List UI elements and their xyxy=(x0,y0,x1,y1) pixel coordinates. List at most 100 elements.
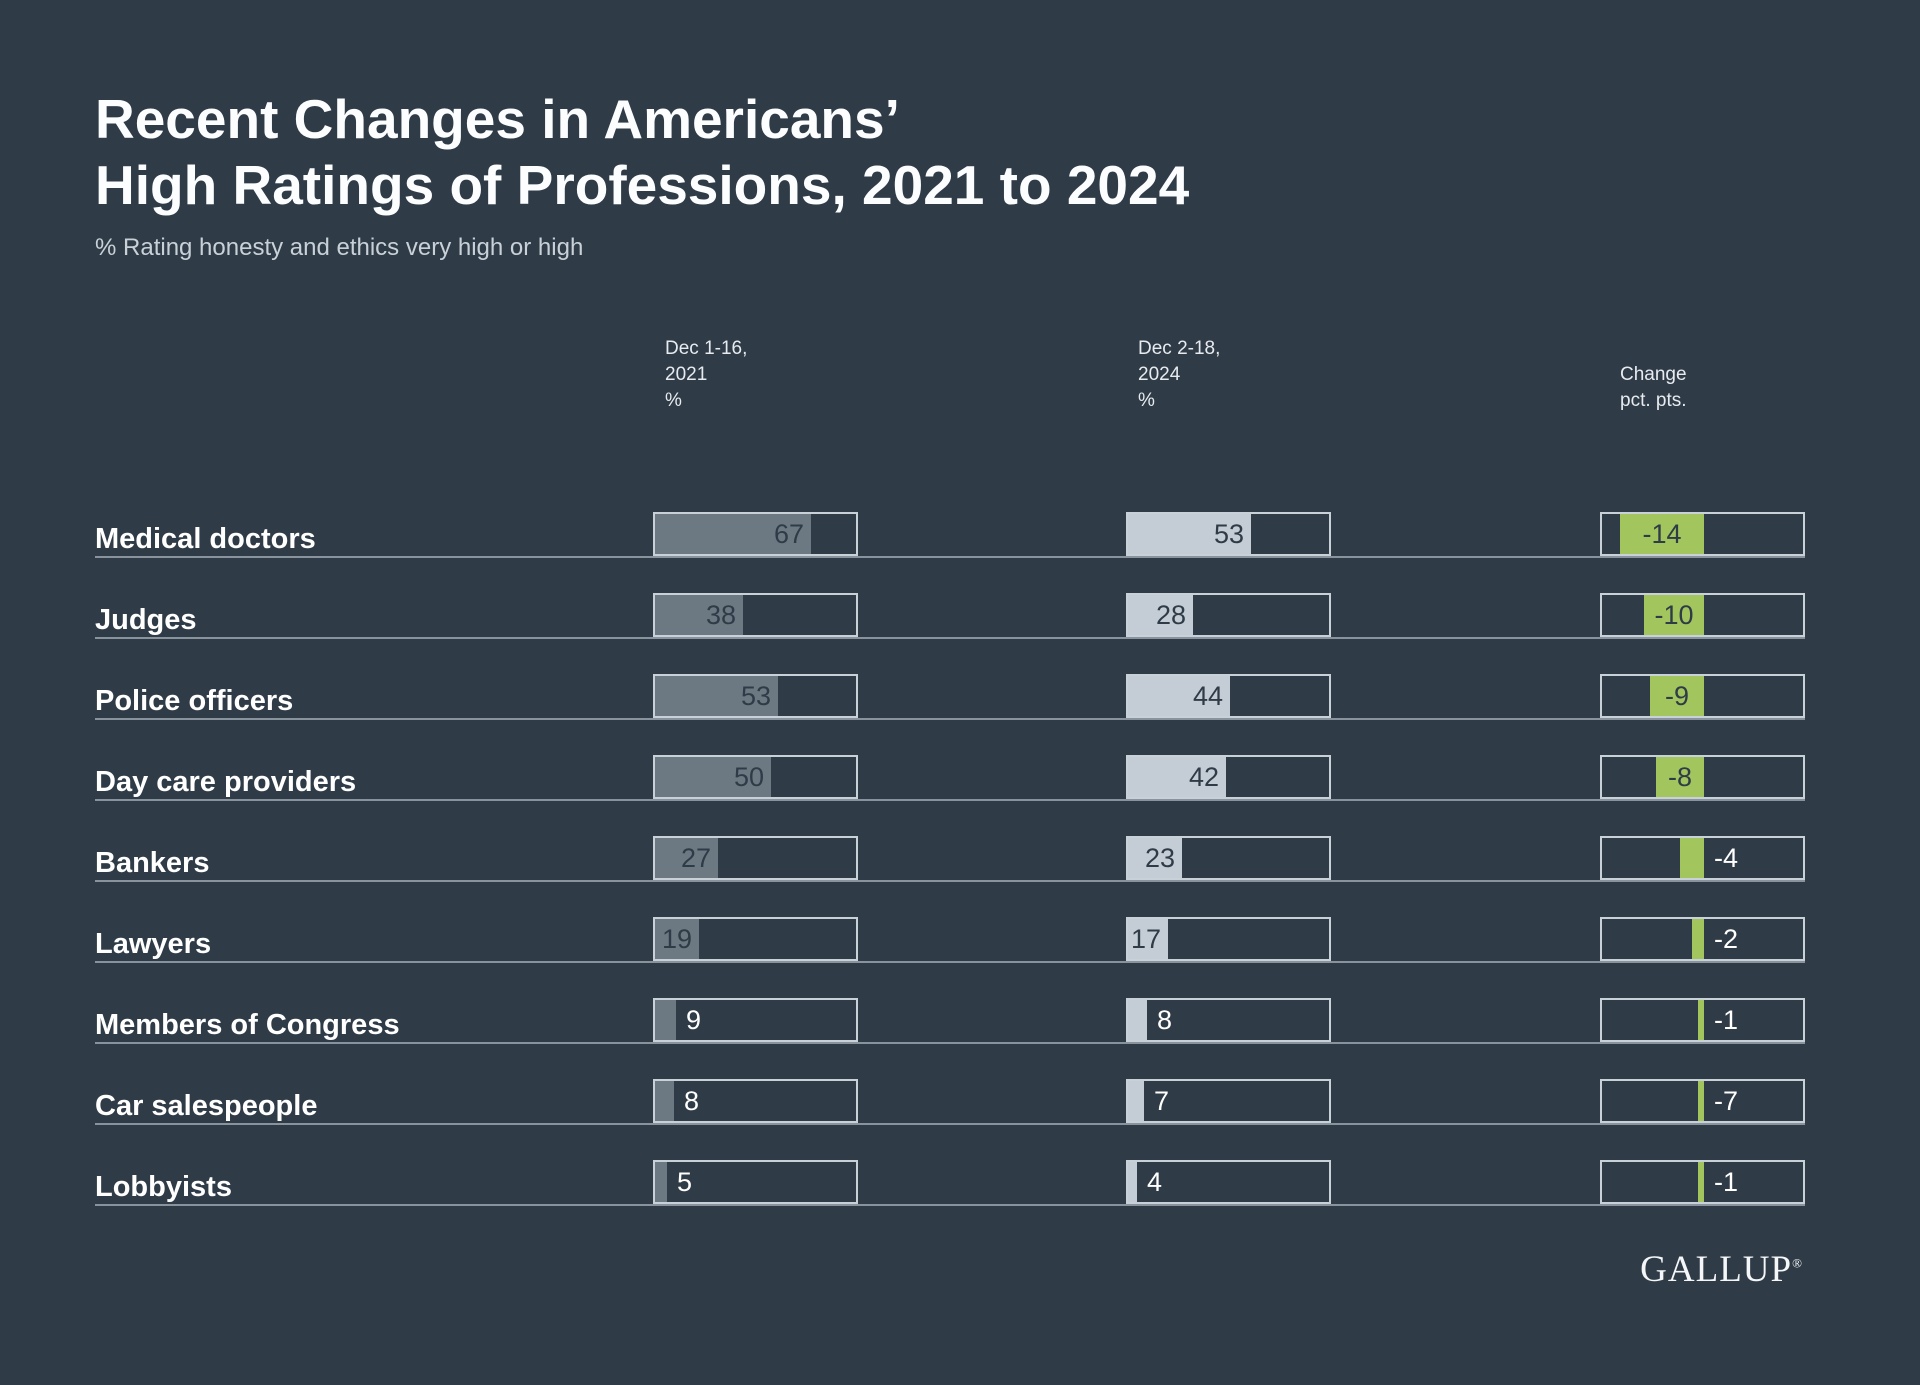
table-row: Car salespeople 8 7 -7 xyxy=(0,1079,1920,1125)
bar-track-2024: 7 xyxy=(1126,1079,1331,1123)
table-row: Medical doctors 67 53 -14 xyxy=(0,512,1920,558)
bar-track-change: -10 xyxy=(1600,593,1805,637)
bar-2021-fill xyxy=(655,838,718,878)
bar-track-change: -9 xyxy=(1600,674,1805,718)
bar-2021-fill xyxy=(655,676,778,716)
column-header-change-line1: Change xyxy=(1620,364,1687,385)
table-row: Day care providers 50 42 -8 xyxy=(0,755,1920,801)
bar-track-2021: 53 xyxy=(653,674,858,718)
column-header-2024-line3: % xyxy=(1138,390,1155,411)
bar-2021-fill xyxy=(655,1081,674,1121)
bar-2021-value: 53 xyxy=(740,681,771,711)
bar-2021-value: 8 xyxy=(684,1086,700,1116)
bar-2024-value: 8 xyxy=(1157,1005,1173,1035)
bar-change-fill xyxy=(1680,838,1704,878)
bar-track-change: -1 xyxy=(1600,998,1805,1042)
bar-2024-fill xyxy=(1128,514,1251,554)
column-header-change-line2: pct. pts. xyxy=(1620,390,1687,411)
bar-2024-value: 44 xyxy=(1192,681,1223,711)
gallup-logo-text: GALLUP xyxy=(1640,1249,1793,1290)
row-label: Judges xyxy=(95,604,197,636)
bar-2021-value: 19 xyxy=(661,924,692,954)
bar-track-2021: 9 xyxy=(653,998,858,1042)
bar-2024-fill xyxy=(1128,1081,1144,1121)
column-header-2024-line2: 2024 xyxy=(1138,364,1181,385)
bar-change-value: -9 xyxy=(1664,681,1689,711)
row-rule xyxy=(95,880,1805,882)
bar-track-change: -7 xyxy=(1600,1079,1805,1123)
bar-track-2021: 67 xyxy=(653,512,858,556)
bar-track-2024: 4 xyxy=(1126,1160,1331,1204)
bar-2024-fill xyxy=(1128,595,1193,635)
row-label: Bankers xyxy=(95,847,210,879)
bar-change-value: -4 xyxy=(1714,843,1739,873)
row-rule xyxy=(95,799,1805,801)
gallup-logo: GALLUP® xyxy=(1640,1248,1803,1291)
bar-2021-fill xyxy=(655,595,743,635)
bar-2024-fill xyxy=(1128,757,1226,797)
bar-change-value: -14 xyxy=(1642,519,1682,549)
bar-2021-fill xyxy=(655,514,811,554)
bar-change-value: -7 xyxy=(1714,1086,1739,1116)
bar-2021-value: 9 xyxy=(686,1005,702,1035)
column-header-2021: Dec 1-16, 2021 % xyxy=(665,336,747,414)
row-rule xyxy=(95,556,1805,558)
bar-change-value: -1 xyxy=(1714,1167,1739,1197)
bar-change-fill xyxy=(1698,1000,1704,1040)
bar-2024-value: 53 xyxy=(1213,519,1244,549)
bar-track-2021: 27 xyxy=(653,836,858,880)
bar-track-2021: 19 xyxy=(653,917,858,961)
registered-mark-icon: ® xyxy=(1792,1255,1803,1271)
bar-2021-value: 38 xyxy=(705,600,736,630)
row-label: Day care providers xyxy=(95,766,357,798)
bar-change-fill xyxy=(1620,514,1704,554)
bar-track-2021: 8 xyxy=(653,1079,858,1123)
bar-2024-value: 23 xyxy=(1144,843,1175,873)
bar-2021-value: 5 xyxy=(677,1167,693,1197)
chart-subtitle: % Rating honesty and ethics very high or… xyxy=(95,234,584,261)
table-row: Lobbyists 5 4 -1 xyxy=(0,1160,1920,1206)
column-header-2021-line1: Dec 1-16, xyxy=(665,338,748,359)
bar-change-fill xyxy=(1692,919,1704,959)
bar-2024-fill xyxy=(1128,1000,1147,1040)
row-label: Medical doctors xyxy=(95,523,316,555)
bar-track-change: -2 xyxy=(1600,917,1805,961)
bar-track-2024: 17 xyxy=(1126,917,1331,961)
row-rule xyxy=(95,1042,1805,1044)
bar-2021-fill xyxy=(655,1162,667,1202)
row-label: Police officers xyxy=(95,685,294,717)
bar-2024-value: 7 xyxy=(1154,1086,1170,1116)
bar-track-change: -4 xyxy=(1600,836,1805,880)
bar-2024-fill xyxy=(1128,838,1182,878)
bar-track-2024: 28 xyxy=(1126,593,1331,637)
column-header-change: Change pct. pts. xyxy=(1620,362,1687,414)
bar-change-fill xyxy=(1698,1162,1704,1202)
bar-2021-fill xyxy=(655,757,771,797)
bar-track-2021: 50 xyxy=(653,755,858,799)
bar-change-value: -2 xyxy=(1714,924,1739,954)
bar-track-change: -8 xyxy=(1600,755,1805,799)
row-label: Car salespeople xyxy=(95,1090,318,1122)
row-rule xyxy=(95,718,1805,720)
bar-2024-value: 4 xyxy=(1147,1167,1163,1197)
bar-change-fill xyxy=(1644,595,1704,635)
chart-title-line1: Recent Changes in Americans’ xyxy=(95,88,900,150)
bar-track-2024: 23 xyxy=(1126,836,1331,880)
bar-2024-value: 28 xyxy=(1155,600,1186,630)
row-label: Lobbyists xyxy=(95,1171,232,1203)
bar-track-2024: 42 xyxy=(1126,755,1331,799)
column-header-2024-line1: Dec 2-18, xyxy=(1138,338,1221,359)
column-header-2024: Dec 2-18, 2024 % xyxy=(1138,336,1220,414)
bar-track-2021: 5 xyxy=(653,1160,858,1204)
row-label: Members of Congress xyxy=(95,1009,400,1041)
bar-track-change: -1 xyxy=(1600,1160,1805,1204)
bar-track-2024: 44 xyxy=(1126,674,1331,718)
bar-change-value: -10 xyxy=(1654,600,1694,630)
chart-title-line2: High Ratings of Professions, 2021 to 202… xyxy=(95,154,1190,216)
bar-2021-value: 50 xyxy=(733,762,764,792)
bar-change-value: -1 xyxy=(1714,1005,1739,1035)
bar-2024-fill xyxy=(1128,676,1230,716)
bar-change-fill xyxy=(1656,757,1704,797)
column-header-2021-line3: % xyxy=(665,390,682,411)
